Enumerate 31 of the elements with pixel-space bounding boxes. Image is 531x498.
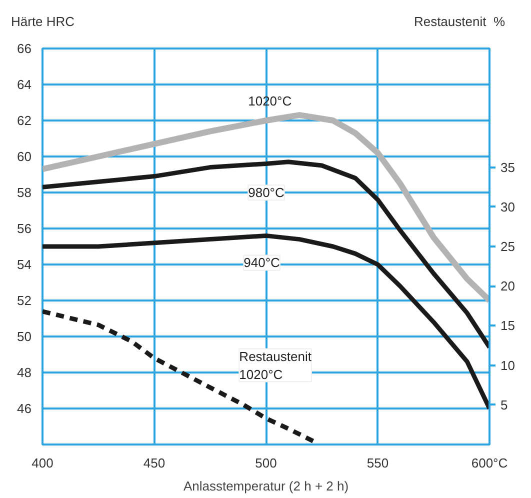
y-tick-label: 64 — [17, 77, 32, 92]
y-tick-label: 56 — [17, 221, 32, 236]
annotation: 980°C — [248, 185, 284, 200]
x-tick-label: 550 — [366, 456, 389, 470]
y-tick-label: 52 — [17, 293, 32, 308]
y-tick-label: 48 — [17, 365, 32, 380]
y2-tick-label: 30 — [500, 199, 515, 214]
y-tick-label: 60 — [17, 149, 32, 164]
y-tick-label: 54 — [17, 257, 32, 272]
y-tick-label: 50 — [17, 329, 32, 344]
x-tick-label: 500 — [255, 456, 277, 470]
y-axis-title: Härte HRC — [11, 13, 75, 31]
y2-tick-label: 35 — [500, 160, 515, 175]
line-series — [42, 233, 490, 411]
y-tick-label: 66 — [17, 41, 32, 56]
y2-tick-label: 15 — [500, 318, 515, 334]
annotation: 940°C — [244, 255, 280, 270]
y2-tick-label: 25 — [500, 239, 515, 254]
y2-axis-title: Restaustenit % — [414, 13, 505, 31]
y2-tick-label: 20 — [500, 278, 515, 294]
line-series — [42, 160, 490, 350]
x-tick-label: 400 — [32, 456, 54, 470]
x-tick-label: 600°C — [471, 456, 508, 470]
y-tick-label: 58 — [17, 185, 32, 200]
y-tick-label: 62 — [17, 113, 32, 128]
y2-tick-label: 10 — [500, 358, 515, 373]
y2-tick-label: 5 — [500, 397, 508, 412]
x-tick-label: 450 — [143, 456, 166, 470]
y-tick-label: 46 — [17, 401, 32, 416]
annotation: Restaustenit 1020°C — [239, 348, 312, 382]
x-axis-title: Anlasstemperatur (2 h + 2 h) — [183, 478, 349, 494]
